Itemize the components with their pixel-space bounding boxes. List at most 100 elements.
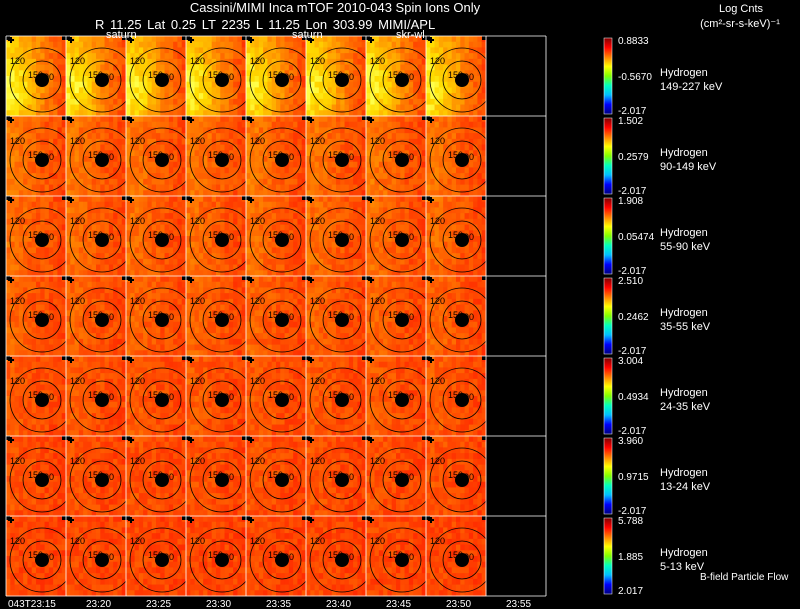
pixel bbox=[224, 110, 230, 117]
pixel bbox=[177, 41, 183, 48]
pixel bbox=[168, 190, 174, 197]
pixel bbox=[336, 150, 341, 157]
pixel bbox=[391, 236, 397, 243]
pixel bbox=[438, 213, 444, 220]
pixel bbox=[477, 161, 483, 168]
pixel bbox=[271, 156, 277, 163]
pixel bbox=[391, 253, 397, 260]
pixel bbox=[400, 127, 405, 134]
pixel bbox=[456, 224, 461, 231]
pixel bbox=[40, 258, 45, 265]
pixel bbox=[220, 47, 225, 54]
pixel bbox=[306, 207, 311, 214]
colorbar-max: 1.908 bbox=[618, 196, 643, 207]
pixel bbox=[130, 178, 135, 185]
contour-label: 150 bbox=[148, 230, 163, 240]
pixel bbox=[186, 144, 191, 151]
pixel bbox=[121, 133, 127, 140]
contour-label: 120 bbox=[130, 56, 145, 66]
pixel bbox=[14, 93, 20, 100]
planet-disk bbox=[455, 73, 469, 87]
pixel bbox=[361, 58, 367, 65]
pixel bbox=[164, 247, 170, 254]
pixel bbox=[143, 270, 148, 277]
pixel bbox=[344, 258, 350, 265]
pixel bbox=[173, 167, 178, 174]
pixel bbox=[104, 150, 110, 157]
pixel bbox=[293, 127, 298, 134]
contour-label: 90 bbox=[164, 72, 174, 82]
pixel bbox=[83, 270, 88, 277]
species-label: Hydrogen bbox=[660, 147, 708, 159]
pixel bbox=[246, 93, 251, 100]
pixel bbox=[91, 93, 97, 100]
pixel bbox=[126, 121, 131, 128]
pixel bbox=[66, 110, 71, 117]
pixel bbox=[306, 258, 311, 265]
pixel bbox=[87, 178, 93, 185]
pixel bbox=[14, 64, 20, 71]
pixel bbox=[460, 196, 465, 203]
pixel bbox=[408, 121, 414, 128]
pixel bbox=[314, 264, 320, 271]
pixel bbox=[250, 110, 255, 117]
pixel bbox=[173, 224, 178, 231]
pixel bbox=[74, 64, 80, 71]
pixel bbox=[177, 104, 183, 111]
pixel bbox=[297, 41, 303, 48]
pixel bbox=[53, 218, 58, 225]
pixel bbox=[211, 156, 217, 163]
pixel bbox=[306, 47, 311, 54]
pixel bbox=[177, 241, 183, 248]
pixel bbox=[438, 116, 444, 123]
pixel bbox=[48, 161, 54, 168]
pixel bbox=[421, 87, 427, 94]
pixel bbox=[186, 156, 191, 163]
pixel bbox=[456, 196, 461, 203]
pixel bbox=[61, 144, 67, 151]
pixel bbox=[451, 161, 457, 168]
pixel bbox=[370, 236, 375, 243]
pixel bbox=[327, 53, 333, 60]
pixel bbox=[228, 236, 234, 243]
pixel bbox=[400, 270, 405, 277]
pixel bbox=[387, 144, 393, 151]
pixel bbox=[310, 201, 315, 208]
pixel bbox=[207, 218, 213, 225]
pixel bbox=[203, 121, 208, 128]
pixel bbox=[267, 138, 273, 145]
pixel bbox=[297, 218, 303, 225]
pixel bbox=[190, 98, 195, 105]
pixel bbox=[126, 167, 131, 174]
pixel bbox=[357, 196, 363, 203]
pixel bbox=[194, 98, 200, 105]
pixel bbox=[451, 76, 457, 83]
pixel bbox=[443, 36, 448, 43]
pixel bbox=[121, 156, 127, 163]
pixel bbox=[237, 173, 243, 180]
pixel bbox=[207, 167, 213, 174]
pixel bbox=[233, 253, 238, 260]
pixel bbox=[130, 258, 135, 265]
pixel bbox=[288, 253, 294, 260]
pixel bbox=[164, 253, 170, 260]
pixel bbox=[331, 87, 337, 94]
pixel bbox=[177, 184, 183, 191]
pixel bbox=[391, 167, 397, 174]
pixel bbox=[246, 236, 251, 243]
pixel bbox=[66, 167, 71, 174]
pixel bbox=[417, 218, 423, 225]
pixel bbox=[241, 241, 247, 248]
pixel bbox=[190, 138, 195, 145]
pixel bbox=[297, 98, 303, 105]
pixel bbox=[366, 121, 371, 128]
pixel bbox=[36, 110, 41, 117]
pixel bbox=[121, 58, 127, 65]
pixel bbox=[66, 64, 71, 71]
pixel bbox=[100, 121, 105, 128]
contour-label: 90 bbox=[164, 152, 174, 162]
pixel bbox=[417, 41, 423, 48]
pixel bbox=[336, 70, 341, 77]
pixel bbox=[203, 207, 208, 214]
pixel bbox=[10, 338, 15, 345]
